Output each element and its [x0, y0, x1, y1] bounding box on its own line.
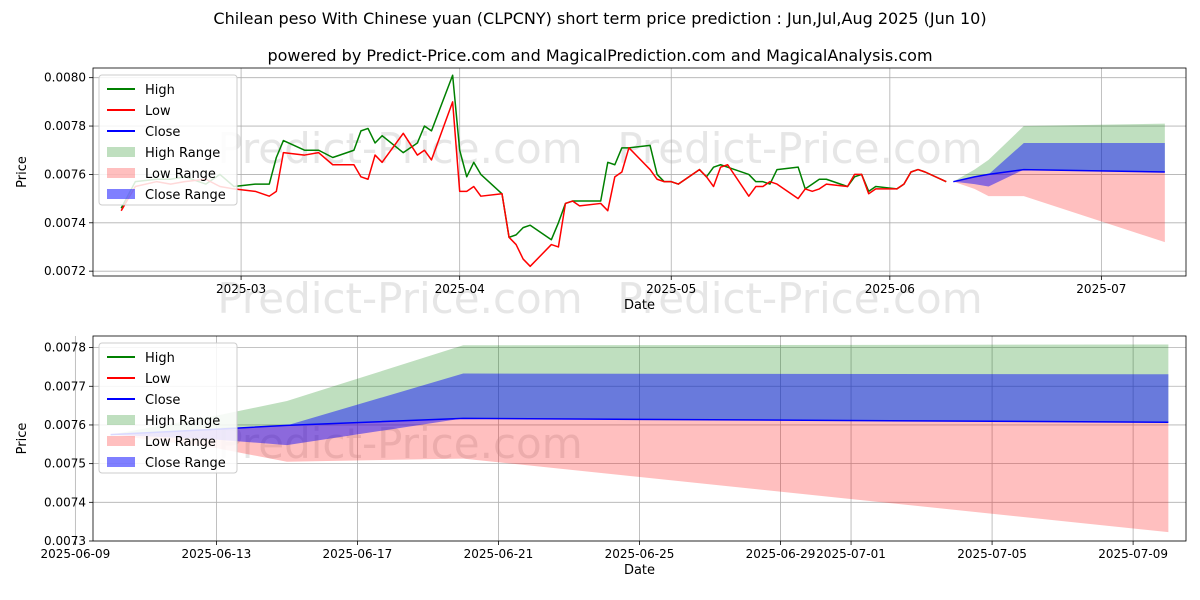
- legend: High Low Close High Range Low Range Close Ran…: [98, 74, 238, 206]
- legend-swatch-close-range: [107, 457, 135, 467]
- y-axis-label: Price: [15, 156, 30, 188]
- plot-area: [120, 74, 1165, 268]
- watermark: Predict-Price.com: [217, 274, 582, 323]
- legend-label-low-range: Low Range: [145, 435, 216, 450]
- y-tick-label: 0.0074: [44, 495, 86, 509]
- high-range-band: [110, 344, 1169, 435]
- x-tick-label: 2025-06: [865, 282, 915, 296]
- y-tick-label: 0.0080: [44, 71, 86, 85]
- legend-label-close-range: Close Range: [145, 456, 226, 471]
- x-tick-label: 2025-06-21: [464, 547, 534, 561]
- x-tick-label: 2025-03: [216, 282, 266, 296]
- y-tick-label: 0.0078: [44, 119, 86, 133]
- legend: High Low Close High Range Low Range Close Ran…: [98, 342, 238, 474]
- x-tick-label: 2025-06-25: [605, 547, 675, 561]
- watermark: Predict-Price.com: [217, 419, 582, 468]
- high-range-band: [953, 123, 1165, 182]
- legend-box: [98, 74, 238, 206]
- x-tick-label: 2025-06-17: [323, 547, 393, 561]
- series-low-line: [120, 101, 947, 268]
- x-tick-label: 2025-05: [646, 282, 696, 296]
- legend-label-high-range: High Range: [145, 414, 220, 429]
- x-tick-label: 2025-07: [1076, 282, 1126, 296]
- x-axis-label: Date: [624, 298, 655, 313]
- close-range-band: [953, 142, 1165, 187]
- x-tick-label: 2025-06-29: [746, 547, 816, 561]
- x-tick-label: 2025-04: [435, 282, 485, 296]
- axes-frame: [92, 67, 1187, 277]
- legend-swatch-low-range: [107, 436, 135, 446]
- legend-label-low: Low: [145, 104, 171, 119]
- y-tick-label: 0.0075: [44, 457, 86, 471]
- legend-label-close-range: Close Range: [145, 188, 226, 203]
- legend-label-high: High: [145, 83, 175, 98]
- legend-swatch-high-range: [107, 415, 135, 425]
- y-tick-label: 0.0072: [44, 264, 86, 278]
- x-tick-label: 2025-07-09: [1098, 547, 1168, 561]
- x-tick-label: 2025-07-05: [957, 547, 1027, 561]
- chart-title: Chilean peso With Chinese yuan (CLPCNY) …: [213, 9, 987, 28]
- low-range-band: [953, 169, 1165, 243]
- close-range-band: [110, 373, 1169, 446]
- y-tick-label: 0.0074: [44, 216, 86, 230]
- legend-label-high-range: High Range: [145, 146, 220, 161]
- y-tick-label: 0.0077: [44, 379, 86, 393]
- x-tick-label: 2025-06-09: [40, 547, 110, 561]
- chart-subtitle: powered by Predict-Price.com and Magical…: [267, 46, 933, 65]
- y-tick-label: 0.0076: [44, 167, 86, 181]
- y-tick-label: 0.0078: [44, 341, 86, 355]
- x-tick-label: 2025-06-13: [182, 547, 252, 561]
- watermark: Predict-Price.com: [617, 274, 982, 323]
- plot-area: [110, 344, 1169, 533]
- legend-label-close: Close: [145, 125, 180, 140]
- legend-label-close: Close: [145, 393, 180, 408]
- chart-panel-1: Predict-Price.com Predict-Price.com Predic…: [15, 67, 1187, 323]
- x-axis-label: Date: [624, 563, 655, 578]
- y-tick-label: 0.0073: [44, 534, 86, 548]
- legend-swatch-close-range: [107, 189, 135, 199]
- legend-swatch-high-range: [107, 147, 135, 157]
- legend-label-low-range: Low Range: [145, 167, 216, 182]
- watermark: Predict-Price.com: [217, 124, 582, 173]
- watermark: Predict-Price.com: [617, 124, 982, 173]
- chart-panel-2: Predict-Price.com 2025-06-09 2025-06-13 202…: [15, 335, 1187, 578]
- x-tick-label: 2025-07-01: [816, 547, 886, 561]
- y-tick-label: 0.0076: [44, 418, 86, 432]
- legend-box: [98, 342, 238, 474]
- series-close-forecast-line: [953, 168, 1165, 183]
- legend-label-high: High: [145, 351, 175, 366]
- legend-label-low: Low: [145, 372, 171, 387]
- low-range-band: [110, 418, 1169, 533]
- y-axis-label: Price: [15, 423, 30, 455]
- legend-swatch-low-range: [107, 168, 135, 178]
